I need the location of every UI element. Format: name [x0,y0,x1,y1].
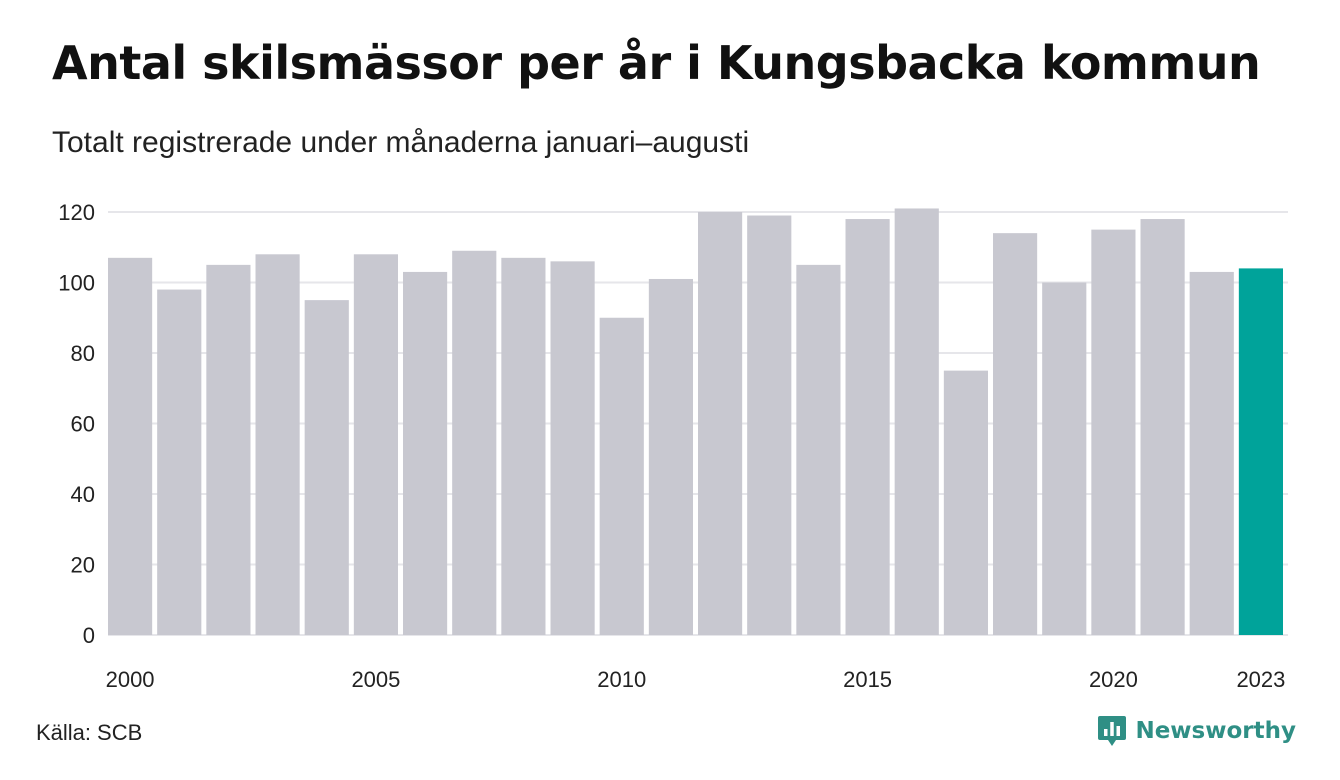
y-tick-label: 80 [71,341,95,366]
brand[interactable]: Newsworthy [1097,714,1296,748]
bar-2011 [648,278,693,635]
x-tick-label: 2000 [106,667,155,692]
chart-subtitle: Totalt registrerade under månaderna janu… [52,126,750,159]
y-tick-label: 60 [71,412,95,437]
x-tick-label: 2015 [843,667,892,692]
bar-2012 [698,212,743,635]
y-tick-label: 120 [58,200,95,225]
bars [108,208,1283,636]
bar-2005 [353,254,398,636]
bar-2006 [403,271,448,635]
source-name: SCB [97,720,143,745]
source-label: Källa: [36,720,92,745]
x-tick-label: 2023 [1236,667,1285,692]
bar-2009 [550,261,595,635]
bar-2014 [796,264,841,635]
newsworthy-logo-icon [1098,716,1127,746]
x-tick-label: 2010 [597,667,646,692]
bar-2000 [108,257,153,635]
chart-title: Antal skilsmässor per år i Kungsbacka ko… [52,36,1261,90]
bar-2023 [1238,268,1283,635]
bar-2010 [599,317,644,635]
bar-2021 [1140,219,1185,636]
bar-2008 [501,257,546,635]
bar-2007 [452,250,497,635]
y-axis: 0 20 40 60 80 100 120 [58,200,95,648]
bar-2001 [157,289,202,635]
x-tick-label: 2005 [351,667,400,692]
bar-2019 [1042,282,1087,635]
brand-name: Newsworthy [1135,718,1296,744]
bar-2018 [993,233,1038,635]
bar-2003 [255,254,300,636]
bar-2016 [894,208,939,635]
bar-2022 [1189,271,1234,635]
x-axis: 2000 2005 2010 2015 2020 2023 [106,667,1286,692]
source-note: Källa: SCB [36,720,142,746]
bar-chart: 0 20 40 60 80 100 120 2000 2005 2010 2015 2020 2023 [58,200,1288,692]
bar-2017 [943,370,988,635]
y-tick-label: 100 [58,271,95,296]
bar-2020 [1091,229,1136,635]
y-tick-label: 40 [71,482,95,507]
bar-2015 [845,219,890,636]
x-tick-label: 2020 [1089,667,1138,692]
bar-2002 [206,264,251,635]
y-tick-label: 20 [71,553,95,578]
y-tick-label: 0 [83,623,95,648]
bar-2004 [304,300,349,635]
bar-2013 [747,215,792,635]
